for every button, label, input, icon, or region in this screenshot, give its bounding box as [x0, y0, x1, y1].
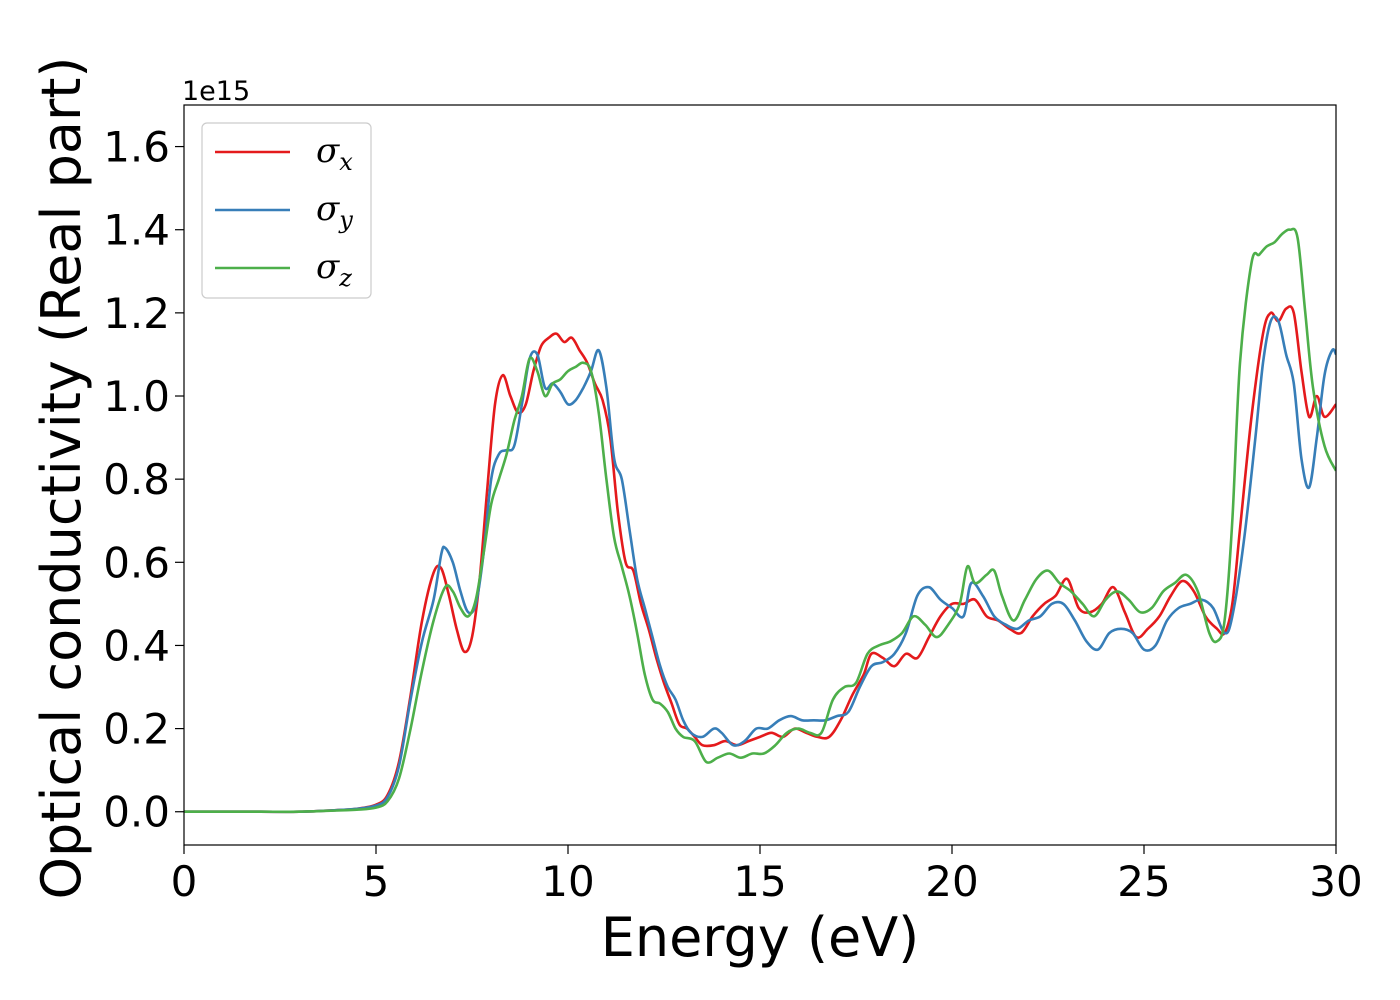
series-line-z — [184, 227, 1336, 814]
x-tick-label: 0 — [171, 857, 198, 906]
legend-label-z: σz — [316, 247, 352, 292]
y-axis-ticks: 0.0 0.2 0.4 0.6 0.8 1.0 1.2 1.4 1.6 — [103, 123, 184, 837]
x-axis-ticks: 0 5 10 15 20 25 30 — [171, 845, 1363, 906]
y-tick-label: 0.6 — [103, 538, 170, 587]
x-tick-label: 25 — [1117, 857, 1170, 906]
y-tick-label: 1.2 — [103, 289, 170, 338]
y-axis-title: Optical conductivity (Real part) — [30, 57, 93, 900]
y-tick-label: 1.6 — [103, 123, 170, 172]
x-tick-label: 30 — [1309, 857, 1362, 906]
series-layer — [184, 227, 1336, 814]
y-axis-offset-label: 1e15 — [182, 76, 250, 107]
y-tick-label: 0.4 — [103, 621, 170, 670]
y-tick-label: 0.8 — [103, 455, 170, 504]
legend: σx σy σz — [201, 122, 372, 299]
y-tick-label: 1.0 — [103, 372, 170, 421]
series-line-x — [184, 305, 1336, 814]
x-tick-label: 20 — [925, 857, 978, 906]
legend-label-y: σy — [316, 189, 353, 234]
legend-label-x: σx — [316, 131, 353, 176]
y-tick-label: 0.2 — [103, 705, 170, 754]
x-tick-label: 15 — [733, 857, 786, 906]
x-tick-label: 5 — [363, 857, 390, 906]
x-axis-title: Energy (eV) — [601, 906, 920, 969]
x-tick-label: 10 — [541, 857, 594, 906]
y-tick-label: 0.0 — [103, 788, 170, 837]
y-tick-label: 1.4 — [103, 206, 170, 255]
